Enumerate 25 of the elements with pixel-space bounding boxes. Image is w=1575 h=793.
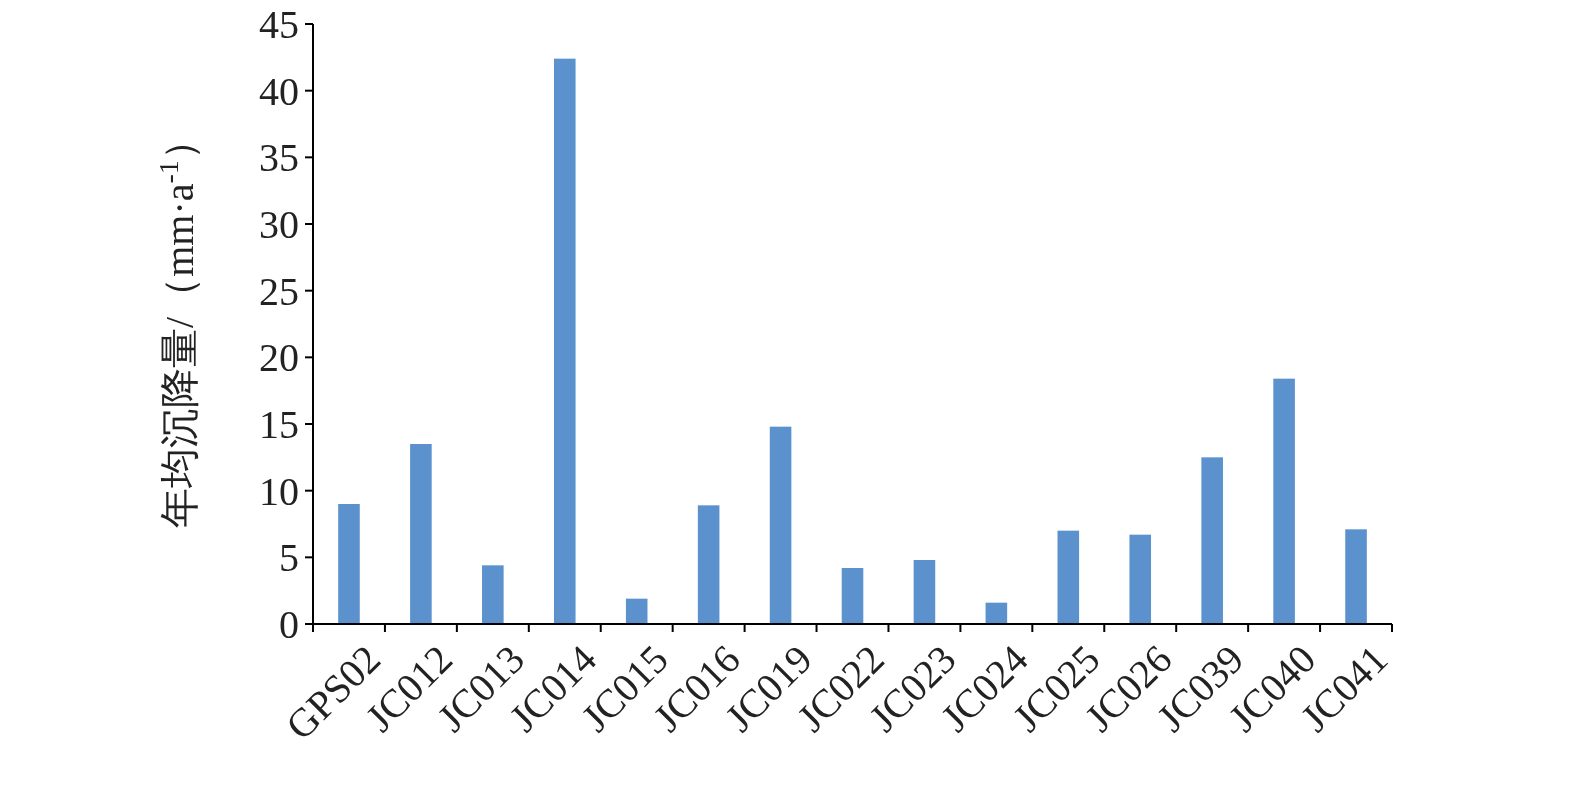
bar bbox=[913, 560, 936, 624]
y-tick-label: 10 bbox=[259, 468, 299, 514]
bar bbox=[1201, 457, 1223, 624]
y-tick-label: 5 bbox=[279, 535, 299, 581]
y-tick-label: 35 bbox=[259, 135, 299, 181]
bar bbox=[410, 444, 432, 624]
bar bbox=[553, 58, 576, 624]
bar bbox=[1345, 529, 1367, 624]
bar bbox=[985, 602, 1008, 624]
y-tick-label: 45 bbox=[259, 2, 299, 47]
y-tick-label: 15 bbox=[259, 402, 299, 447]
bar bbox=[769, 426, 792, 624]
bar bbox=[1057, 530, 1080, 624]
bar bbox=[482, 565, 504, 624]
bar bbox=[697, 505, 720, 624]
bar bbox=[625, 598, 648, 624]
y-tick-label: 0 bbox=[279, 602, 299, 647]
bar bbox=[338, 504, 360, 624]
y-tick-label: 20 bbox=[259, 335, 299, 381]
y-tick-label: 25 bbox=[259, 268, 299, 314]
y-tick-label: 30 bbox=[259, 202, 299, 247]
bar bbox=[1273, 378, 1295, 624]
bar bbox=[841, 568, 864, 624]
bar bbox=[1129, 534, 1152, 624]
y-tick-label: 40 bbox=[259, 68, 299, 114]
